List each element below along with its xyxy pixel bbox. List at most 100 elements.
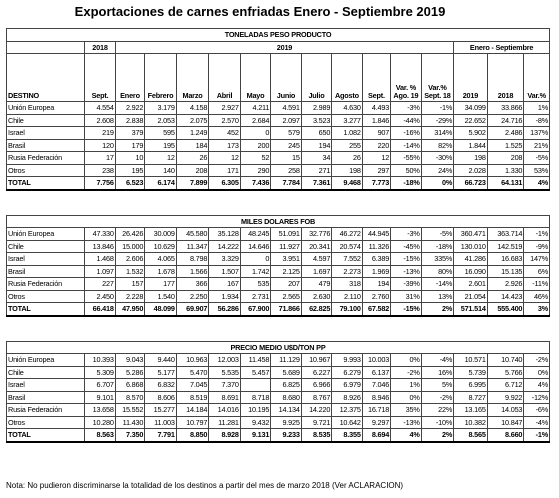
value-cell: 10.382 <box>453 415 488 429</box>
value-cell: 8.565 <box>453 428 488 443</box>
value-cell: 0% <box>390 390 422 404</box>
data-row: Israel 219 379 595 1.249 452 0 579 650 1.082 907 -1… <box>5 126 550 140</box>
value-cell: 12 <box>208 151 241 165</box>
value-cell: 6.832 <box>144 378 177 392</box>
value-cell: 5.457 <box>239 365 272 379</box>
value-cell: 0% <box>523 365 550 379</box>
value-cell: 1.697 <box>300 264 333 278</box>
value-cell: 22% <box>420 403 455 417</box>
value-cell: 4% <box>523 378 550 392</box>
value-cell: 195 <box>144 138 177 152</box>
value-cell: 8.767 <box>300 390 333 404</box>
value-cell: -44% <box>390 113 422 127</box>
value-cell: 79.100 <box>331 302 363 317</box>
value-cell: 3.277 <box>331 113 363 127</box>
value-cell: 26 <box>331 151 363 165</box>
data-row: Brasil 1.097 1.532 1.678 1.566 1.507 1.742 2.12… <box>5 264 550 278</box>
value-cell: 2.922 <box>114 101 146 115</box>
value-cell: 2.608 <box>84 113 116 127</box>
value-cell: -2% <box>523 353 550 367</box>
value-cell: 290 <box>239 163 272 177</box>
column-header: Agosto <box>331 53 363 102</box>
value-cell: 14.184 <box>175 403 210 417</box>
value-cell: 2.606 <box>114 252 146 266</box>
value-cell: 318 <box>331 277 363 291</box>
value-cell: 255 <box>331 138 363 152</box>
data-row: Rusia Federación 227 157 177 366 167 535 207 479… <box>5 277 550 291</box>
value-cell: 15.552 <box>114 403 146 417</box>
value-cell: -4% <box>523 415 550 429</box>
year-label: 2019 <box>114 40 455 54</box>
value-cell: 2.097 <box>270 113 302 127</box>
value-cell: 219 <box>84 126 116 140</box>
value-cell: 4.211 <box>239 101 272 115</box>
value-cell: 271 <box>300 163 333 177</box>
value-cell: 8.563 <box>84 428 116 443</box>
value-cell: 1% <box>390 378 422 392</box>
value-cell: 7.791 <box>144 428 177 443</box>
value-cell: 35.128 <box>208 227 241 241</box>
column-header-row: DESTINO Sept. Enero Febrero Marzo Abril Mayo Ju… <box>5 53 550 102</box>
value-cell: 5.739 <box>453 365 488 379</box>
value-cell: 10.797 <box>175 415 210 429</box>
data-row: Rusia Federación 17 10 12 26 12 52 15 34 26 12 -55%… <box>5 151 550 165</box>
value-cell: 171 <box>208 163 241 177</box>
destination: TOTAL <box>5 428 86 443</box>
column-header: Var.% <box>523 53 550 102</box>
data-row: Brasil 120 179 195 184 173 200 245 194 255 220 -14%… <box>5 138 550 152</box>
value-cell: 10.003 <box>361 353 392 367</box>
value-cell: 179 <box>114 138 146 152</box>
value-cell: 11.347 <box>175 239 210 253</box>
value-cell: 8.946 <box>361 390 392 404</box>
value-cell: 12 <box>361 151 392 165</box>
year-row: 2018 2019 Enero - Septiembre <box>5 40 550 54</box>
column-header: Marzo <box>175 53 210 102</box>
value-cell: -4% <box>420 353 455 367</box>
value-cell: 8.798 <box>175 252 210 266</box>
value-cell: 360.471 <box>453 227 488 241</box>
value-cell: -1% <box>523 428 550 443</box>
value-cell: 8.926 <box>331 390 363 404</box>
destination: Chile <box>5 113 86 127</box>
value-cell: 9.922 <box>486 390 525 404</box>
value-cell: 2.731 <box>239 289 272 303</box>
value-cell: 46.272 <box>331 227 363 241</box>
value-cell: 10.393 <box>84 353 116 367</box>
value-cell: 120 <box>84 138 116 152</box>
value-cell: 11.003 <box>144 415 177 429</box>
value-cell: 8.727 <box>453 390 488 404</box>
value-cell: -18% <box>420 239 455 253</box>
value-cell: -5% <box>523 151 550 165</box>
value-cell: -13% <box>390 264 422 278</box>
value-cell: 16.718 <box>361 403 392 417</box>
value-cell: 20.341 <box>300 239 333 253</box>
value-cell: 26 <box>175 151 210 165</box>
value-cell: 15.000 <box>114 239 146 253</box>
value-cell: -6% <box>523 403 550 417</box>
value-cell: 20.574 <box>331 239 363 253</box>
column-header: Abril <box>208 53 241 102</box>
blank <box>5 40 86 54</box>
value-cell: -15% <box>390 302 422 317</box>
value-cell: 32.776 <box>300 227 333 241</box>
value-cell: 2.601 <box>453 277 488 291</box>
destination: Brasil <box>5 264 86 278</box>
value-cell: 46% <box>523 289 550 303</box>
value-cell: 13% <box>420 289 455 303</box>
value-cell: -5% <box>420 227 455 241</box>
value-cell: 1.532 <box>114 264 146 278</box>
value-cell: -55% <box>390 151 422 165</box>
value-cell: 7.045 <box>175 378 210 392</box>
value-cell: 4.065 <box>144 252 177 266</box>
value-cell: 6.966 <box>300 378 333 392</box>
column-header: Junio <box>270 53 302 102</box>
column-header: Var. % Ago. 19 <box>390 53 422 102</box>
column-header: Sept. <box>84 53 116 102</box>
value-cell: 7.436 <box>239 176 272 191</box>
value-cell: 167 <box>208 277 241 291</box>
value-cell: 6.137 <box>361 365 392 379</box>
value-cell: 13.846 <box>84 239 116 253</box>
value-cell: 14.423 <box>486 289 525 303</box>
value-cell: 207 <box>270 277 302 291</box>
value-cell: 9.468 <box>331 176 363 191</box>
